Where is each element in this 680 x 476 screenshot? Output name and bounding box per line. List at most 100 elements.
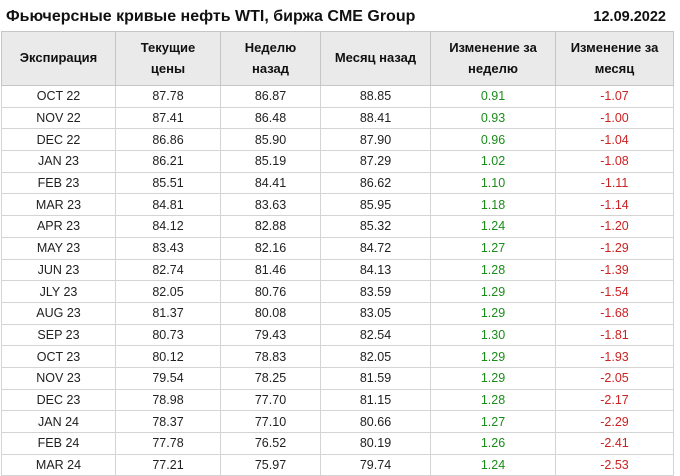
cell-expiration: DEC 22 <box>1 128 116 152</box>
table-row: NOV 22 87.41 86.48 88.41 0.93 -1.00 <box>1 106 674 130</box>
cell-current-price: 81.37 <box>115 301 221 325</box>
cell-week-change: 1.26 <box>430 432 556 455</box>
cell-month-ago: 84.72 <box>320 236 431 260</box>
cell-week-change: 1.10 <box>430 171 556 195</box>
cell-month-change: -1.20 <box>555 215 674 238</box>
cell-month-ago: 85.32 <box>320 215 431 238</box>
cell-month-ago: 88.41 <box>320 106 431 130</box>
cell-month-change: -2.41 <box>555 432 674 455</box>
column-header-week-ago: Неделю назад <box>220 31 321 86</box>
cell-week-change: 0.91 <box>430 85 556 108</box>
table-row: OCT 22 87.78 86.87 88.85 0.91 -1.07 <box>1 85 674 108</box>
cell-expiration: NOV 22 <box>1 106 116 130</box>
cell-month-change: -2.17 <box>555 388 674 412</box>
table-row: AUG 23 81.37 80.08 83.05 1.29 -1.68 <box>1 301 674 325</box>
cell-current-price: 86.86 <box>115 128 221 152</box>
table-header-row: Экспирация Текущие цены Неделю назад Месяц … <box>1 31 674 86</box>
cell-month-ago: 80.19 <box>320 432 431 455</box>
futures-table: Экспирация Текущие цены Неделю назад Месяц … <box>1 31 674 476</box>
cell-current-price: 78.98 <box>115 388 221 412</box>
cell-current-price: 78.37 <box>115 410 221 433</box>
cell-month-ago: 87.29 <box>320 150 431 173</box>
cell-week-ago: 80.08 <box>220 301 321 325</box>
cell-month-ago: 87.90 <box>320 128 431 152</box>
cell-month-change: -1.68 <box>555 301 674 325</box>
cell-month-change: -1.54 <box>555 280 674 303</box>
table-row: FEB 24 77.78 76.52 80.19 1.26 -2.41 <box>1 432 674 455</box>
report-date: 12.09.2022 <box>593 8 666 25</box>
cell-week-change: 0.93 <box>430 106 556 130</box>
cell-expiration: MAR 24 <box>1 453 116 476</box>
cell-week-change: 1.28 <box>430 258 556 282</box>
cell-current-price: 87.41 <box>115 106 221 130</box>
cell-month-change: -2.29 <box>555 410 674 433</box>
cell-expiration: MAR 23 <box>1 193 116 217</box>
cell-expiration: FEB 23 <box>1 171 116 195</box>
cell-expiration: APR 23 <box>1 215 116 238</box>
cell-month-change: -1.81 <box>555 323 674 347</box>
cell-month-ago: 81.15 <box>320 388 431 412</box>
cell-week-change: 0.96 <box>430 128 556 152</box>
cell-expiration: JAN 23 <box>1 150 116 173</box>
cell-week-ago: 82.16 <box>220 236 321 260</box>
cell-expiration: JUN 23 <box>1 258 116 282</box>
cell-week-change: 1.24 <box>430 215 556 238</box>
table-row: DEC 22 86.86 85.90 87.90 0.96 -1.04 <box>1 128 674 152</box>
cell-month-ago: 85.95 <box>320 193 431 217</box>
cell-week-change: 1.24 <box>430 453 556 476</box>
cell-month-change: -1.29 <box>555 236 674 260</box>
table-row: APR 23 84.12 82.88 85.32 1.24 -1.20 <box>1 215 674 238</box>
cell-month-ago: 83.05 <box>320 301 431 325</box>
cell-expiration: SEP 23 <box>1 323 116 347</box>
cell-month-ago: 79.74 <box>320 453 431 476</box>
table-row: JUN 23 82.74 81.46 84.13 1.28 -1.39 <box>1 258 674 282</box>
table-row: NOV 23 79.54 78.25 81.59 1.29 -2.05 <box>1 366 674 390</box>
column-header-week-change: Изменение за неделю <box>430 31 556 86</box>
table-body: OCT 22 87.78 86.87 88.85 0.91 -1.07 NOV 22 87.4… <box>1 85 674 476</box>
page-title: Фьючерсные кривые нефть WTI, биржа CME G… <box>6 7 416 25</box>
cell-current-price: 77.21 <box>115 453 221 476</box>
cell-week-ago: 84.41 <box>220 171 321 195</box>
cell-week-ago: 77.10 <box>220 410 321 433</box>
cell-expiration: FEB 24 <box>1 432 116 455</box>
cell-month-ago: 86.62 <box>320 171 431 195</box>
cell-current-price: 77.78 <box>115 432 221 455</box>
cell-month-change: -1.39 <box>555 258 674 282</box>
cell-month-change: -1.11 <box>555 171 674 195</box>
cell-expiration: MAY 23 <box>1 236 116 260</box>
cell-month-ago: 84.13 <box>320 258 431 282</box>
table-row: MAY 23 83.43 82.16 84.72 1.27 -1.29 <box>1 236 674 260</box>
cell-month-change: -2.53 <box>555 453 674 476</box>
cell-month-change: -1.14 <box>555 193 674 217</box>
cell-week-ago: 78.25 <box>220 366 321 390</box>
cell-expiration: NOV 23 <box>1 366 116 390</box>
cell-week-change: 1.29 <box>430 345 556 368</box>
cell-week-ago: 79.43 <box>220 323 321 347</box>
cell-current-price: 83.43 <box>115 236 221 260</box>
cell-week-change: 1.27 <box>430 410 556 433</box>
table-row: JAN 23 86.21 85.19 87.29 1.02 -1.08 <box>1 150 674 173</box>
cell-week-ago: 80.76 <box>220 280 321 303</box>
column-header-month-change: Изменение за месяц <box>555 31 674 86</box>
cell-week-change: 1.29 <box>430 280 556 303</box>
cell-expiration: AUG 23 <box>1 301 116 325</box>
cell-current-price: 87.78 <box>115 85 221 108</box>
cell-month-ago: 83.59 <box>320 280 431 303</box>
cell-current-price: 80.12 <box>115 345 221 368</box>
cell-expiration: JLY 23 <box>1 280 116 303</box>
cell-month-change: -1.93 <box>555 345 674 368</box>
table-row: JAN 24 78.37 77.10 80.66 1.27 -2.29 <box>1 410 674 433</box>
table-row: MAR 23 84.81 83.63 85.95 1.18 -1.14 <box>1 193 674 217</box>
cell-current-price: 85.51 <box>115 171 221 195</box>
cell-expiration: DEC 23 <box>1 388 116 412</box>
cell-week-change: 1.27 <box>430 236 556 260</box>
cell-week-change: 1.28 <box>430 388 556 412</box>
cell-expiration: OCT 23 <box>1 345 116 368</box>
cell-current-price: 82.74 <box>115 258 221 282</box>
cell-current-price: 82.05 <box>115 280 221 303</box>
cell-week-ago: 81.46 <box>220 258 321 282</box>
cell-week-change: 1.29 <box>430 301 556 325</box>
table-row: FEB 23 85.51 84.41 86.62 1.10 -1.11 <box>1 171 674 195</box>
cell-current-price: 84.12 <box>115 215 221 238</box>
cell-week-change: 1.29 <box>430 366 556 390</box>
